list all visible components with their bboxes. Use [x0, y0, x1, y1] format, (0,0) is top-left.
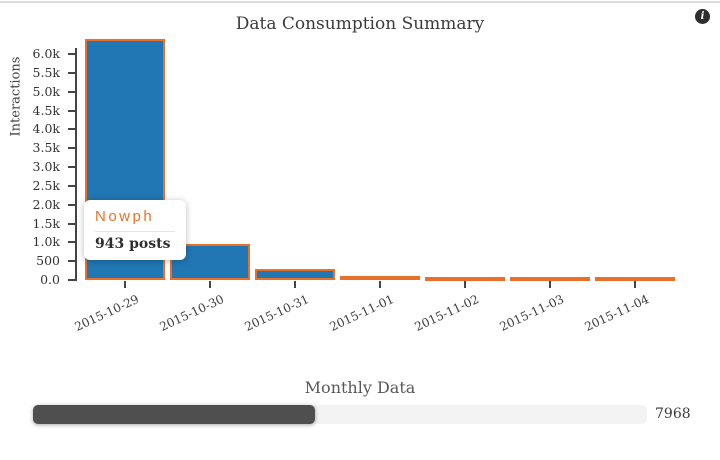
- y-tick-label: 5.0k: [32, 83, 60, 99]
- x-tick-mark: [634, 281, 636, 288]
- x-tick-label: 2015-11-03: [497, 292, 566, 334]
- y-tick-mark: [68, 90, 75, 93]
- y-axis-line: [75, 48, 77, 281]
- tooltip-divider: [95, 231, 175, 232]
- monthly-title: Monthly Data: [304, 378, 416, 397]
- y-tick-mark: [68, 166, 75, 168]
- tooltip-name: Nowph: [95, 208, 155, 225]
- y-tick-label: 5.5k: [32, 64, 60, 80]
- top-divider: [0, 1, 720, 3]
- x-tick-label: 2015-10-30: [157, 292, 226, 334]
- y-tick-mark: [68, 260, 75, 263]
- x-tick-label: 2015-11-02: [412, 292, 481, 334]
- bar-2015-11-01[interactable]: [340, 276, 420, 280]
- y-tick-mark: [68, 147, 75, 150]
- bar-2015-11-02[interactable]: [425, 277, 505, 281]
- y-tick-mark: [68, 203, 75, 206]
- y-tick-label: 0.0: [40, 272, 60, 287]
- y-tick-label: 1.0k: [32, 234, 60, 250]
- y-tick-mark: [68, 128, 75, 131]
- x-tick-label: 2015-11-01: [327, 292, 396, 334]
- bar-2015-10-31[interactable]: [255, 269, 335, 280]
- monthly-progress-track: [33, 405, 647, 424]
- tooltip-detail: 943 posts: [95, 236, 171, 252]
- x-tick-mark: [124, 281, 126, 288]
- monthly-progress-fill: [33, 405, 315, 424]
- info-icon[interactable]: i: [695, 9, 710, 24]
- x-tick-mark: [294, 281, 296, 288]
- chart-title: Data Consumption Summary: [235, 14, 485, 34]
- y-tick-mark: [68, 184, 75, 187]
- y-tick-mark: [68, 241, 75, 244]
- info-icon-glyph: i: [700, 10, 705, 22]
- bar-2015-11-04[interactable]: [595, 277, 675, 281]
- x-tick-label: 2015-10-29: [72, 292, 141, 334]
- y-tick-mark: [68, 71, 75, 74]
- x-tick-label: 2015-11-04: [582, 292, 651, 334]
- x-tick-mark: [549, 281, 551, 288]
- y-tick-mark: [68, 53, 75, 55]
- y-tick-label: 4.0k: [32, 121, 60, 137]
- tooltip: Nowph 943 posts: [84, 200, 186, 260]
- y-tick-mark: [68, 279, 75, 281]
- y-tick-mark: [68, 109, 75, 112]
- x-tick-label: 2015-10-31: [242, 292, 311, 334]
- y-tick-label: 2.0k: [32, 196, 60, 212]
- y-tick-mark: [68, 222, 75, 225]
- y-tick-label: 1.5k: [32, 215, 60, 231]
- monthly-progress-value: 7968: [655, 406, 691, 422]
- y-tick-label: 6.0k: [32, 46, 60, 61]
- x-tick-mark: [209, 281, 211, 288]
- y-tick-label: 4.5k: [32, 102, 60, 118]
- x-tick-mark: [464, 281, 466, 288]
- y-tick-label: 500: [36, 253, 60, 269]
- x-tick-mark: [379, 281, 381, 288]
- y-tick-label: 2.5k: [32, 177, 60, 193]
- y-tick-label: 3.5k: [32, 140, 60, 156]
- y-tick-label: 3.0k: [32, 159, 60, 174]
- bar-2015-11-03[interactable]: [510, 277, 590, 281]
